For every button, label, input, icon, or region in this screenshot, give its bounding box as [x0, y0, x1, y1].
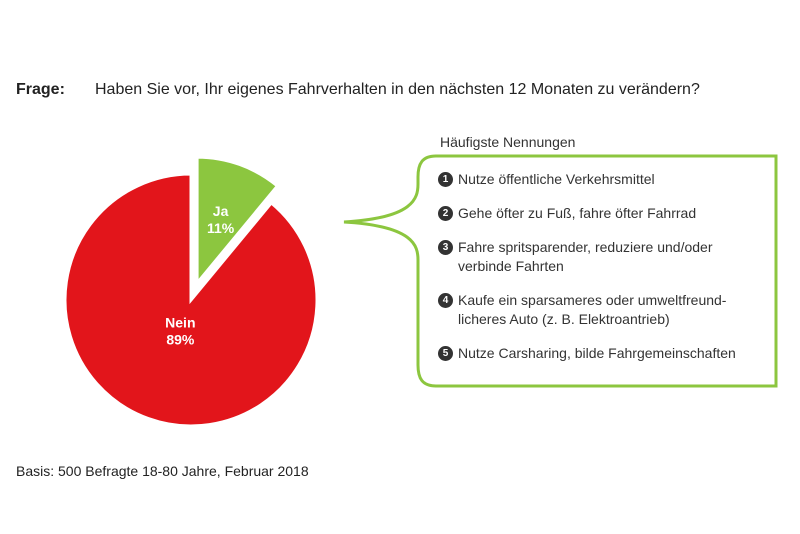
- answer-text: licheres Auto (z. B. Elektroantrieb): [458, 311, 670, 327]
- answer-number-badge: 1: [438, 172, 453, 187]
- answer-number-badge: 2: [438, 206, 453, 221]
- question-label: Frage:: [16, 81, 65, 98]
- answer-item: 3 Fahre spritsparender, reduziere und/ode…: [438, 238, 773, 276]
- answer-text: verbinde Fahrten: [458, 258, 564, 274]
- answer-item: 5 Nutze Carsharing, bilde Fahrgemeinschaf…: [438, 344, 773, 363]
- pie-slice-nein: [63, 172, 319, 428]
- callout-bracket: [343, 154, 778, 388]
- answer-list: 1 Nutze öffentliche Verkehrsmittel 2 Gehe ö…: [438, 170, 773, 363]
- answer-item: 4 Kaufe ein sparsameres oder umweltfreund…: [438, 291, 773, 329]
- pie-label-ja-value: 11%: [207, 220, 235, 236]
- answer-number-badge: 4: [438, 293, 453, 308]
- pie-label-nein-value: 89%: [166, 332, 195, 348]
- answer-text: Nutze Carsharing, bilde Fahrgemeinschaft…: [458, 345, 736, 361]
- pie-label-nein-name: Nein: [165, 315, 195, 331]
- answer-number-badge: 5: [438, 346, 453, 361]
- basis-note: Basis: 500 Befragte 18-80 Jahre, Februar…: [16, 463, 309, 479]
- answer-text: Fahre spritsparender, reduziere und/oder: [458, 239, 713, 255]
- answer-text: Gehe öfter zu Fuß, fahre öfter Fahrrad: [458, 205, 697, 221]
- answer-text: Kaufe ein sparsameres oder umweltfreund-: [458, 292, 727, 308]
- question-text: Haben Sie vor, Ihr eigenes Fahrverhalten…: [95, 81, 700, 98]
- pie-label-ja-name: Ja: [213, 203, 229, 219]
- answer-text: Nutze öffentliche Verkehrsmittel: [458, 171, 655, 187]
- answer-item: 2 Gehe öfter zu Fuß, fahre öfter Fahrrad: [438, 204, 773, 223]
- pie-slice-ja: [195, 155, 280, 288]
- callout-heading: Häufigste Nennungen: [440, 134, 576, 150]
- answer-item: 1 Nutze öffentliche Verkehrsmittel: [438, 170, 773, 189]
- answer-number-badge: 3: [438, 240, 453, 255]
